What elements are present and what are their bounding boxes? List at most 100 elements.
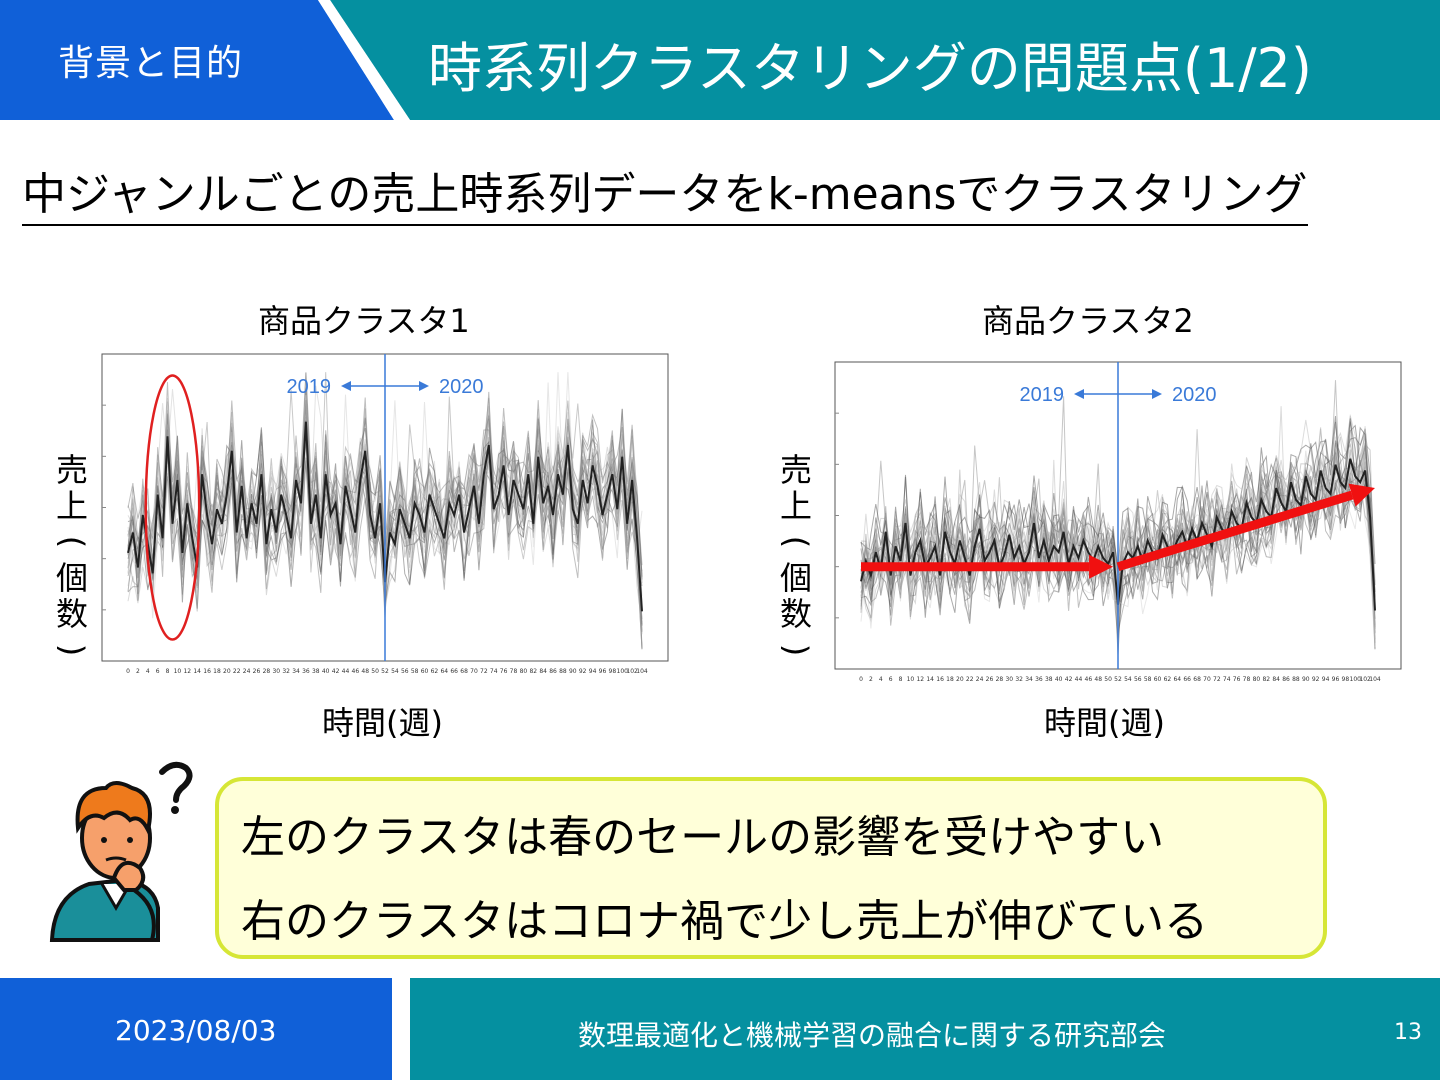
x-tick-label: 68 — [460, 668, 468, 675]
x-tick-label: 76 — [500, 668, 508, 675]
x-tick-label: 30 — [1005, 676, 1013, 683]
year-label-2020: 2020 — [439, 376, 484, 398]
x-tick-label: 72 — [480, 668, 488, 675]
x-tick-label: 34 — [292, 668, 300, 675]
year-arrow-left-head — [341, 381, 351, 391]
year-arrow-right-head — [1152, 389, 1162, 399]
chart2-plot: 0 2 4 6 8 10 12 14 16 18 20 22 24 26 28 30 32 34 36 38 40 42 4… — [834, 361, 1402, 683]
x-tick-label: 86 — [549, 668, 557, 675]
x-tick-label: 32 — [1015, 676, 1023, 683]
x-tick-label: 44 — [1075, 676, 1083, 683]
x-tick-label: 80 — [1253, 676, 1261, 683]
x-tick-label: 92 — [1312, 676, 1320, 683]
x-tick-label: 64 — [1173, 676, 1181, 683]
slide-subtitle: 中ジャンルごとの売上時系列データをk-meansでクラスタリング — [22, 168, 1308, 226]
x-tick-label: 98 — [1342, 676, 1350, 683]
x-tick-label: 70 — [470, 668, 478, 675]
x-tick-label: 14 — [926, 676, 934, 683]
x-tick-label: 12 — [916, 676, 924, 683]
callout-box: 左のクラスタは春のセールの影響を受けやすい 右のクラスタはコロナ禍で少し売上が伸… — [215, 777, 1327, 959]
x-tick-label: 4 — [146, 668, 150, 675]
footer-date: 2023/08/03 — [115, 1014, 277, 1047]
x-tick-label: 58 — [411, 668, 419, 675]
year-label-2019: 2019 — [287, 376, 332, 398]
callout-line-2: 右のクラスタはコロナ禍で少し売上が伸びている — [241, 896, 1209, 947]
x-tick-label: 28 — [996, 676, 1004, 683]
x-tick-label: 24 — [243, 668, 251, 675]
x-tick-label: 52 — [1114, 676, 1122, 683]
x-tick-label: 48 — [361, 668, 369, 675]
x-tick-label: 54 — [391, 668, 399, 675]
x-tick-label: 56 — [1134, 676, 1142, 683]
x-tick-label: 78 — [510, 668, 518, 675]
x-tick-label: 46 — [352, 668, 360, 675]
person-thinking-icon — [49, 761, 193, 942]
year-arrow-right-head — [419, 381, 429, 391]
x-tick-label: 82 — [529, 668, 537, 675]
x-tick-label: 64 — [440, 668, 448, 675]
x-tick-label: 32 — [282, 668, 290, 675]
chart2-title: 商品クラスタ2 — [982, 302, 1194, 340]
x-tick-label: 22 — [966, 676, 974, 683]
x-tick-label: 98 — [609, 668, 617, 675]
x-tick-label: 70 — [1203, 676, 1211, 683]
chart1-ylabel-char: ) — [53, 643, 91, 657]
x-tick-label: 104 — [1369, 676, 1381, 683]
year-label-2020: 2020 — [1172, 384, 1217, 406]
x-tick-label: 102 — [1359, 676, 1371, 683]
section-label: 背景と目的 — [58, 43, 244, 84]
footer-right-bar — [410, 978, 1440, 1080]
chart1-xlabel: 時間(週) — [322, 704, 443, 742]
chart2-ylabel-char: ) — [777, 643, 815, 657]
x-tick-label: 8 — [899, 676, 903, 683]
x-tick-label: 88 — [1292, 676, 1300, 683]
x-tick-label: 94 — [589, 668, 597, 675]
x-tick-label: 40 — [322, 668, 330, 675]
question-mark-icon — [159, 761, 193, 814]
chart1-ylabel-char: 上 — [55, 487, 88, 525]
chart2-ylabel-char: 売 — [779, 451, 812, 489]
x-tick-label: 78 — [1243, 676, 1251, 683]
x-tick-label: 84 — [1272, 676, 1280, 683]
x-tick-label: 6 — [889, 676, 893, 683]
chart2-ylabel-char: ( — [777, 535, 815, 549]
chart1-title: 商品クラスタ1 — [258, 302, 470, 340]
x-tick-label: 2 — [869, 676, 873, 683]
x-tick-label: 18 — [946, 676, 954, 683]
chart1-ylabel-char: ( — [53, 535, 91, 549]
chart2-ylabel-char: 個 — [779, 559, 812, 597]
highlight-ellipse — [144, 374, 201, 641]
x-tick-label: 48 — [1094, 676, 1102, 683]
chart1-plot: 0 2 4 6 8 10 12 14 16 18 20 22 24 26 28 30 32 34 36 38 40 42 4… — [101, 353, 669, 675]
x-tick-label: 94 — [1322, 676, 1330, 683]
x-tick-label: 62 — [431, 668, 439, 675]
x-tick-label: 4 — [879, 676, 883, 683]
x-tick-label: 104 — [636, 668, 648, 675]
x-tick-label: 50 — [371, 668, 379, 675]
x-tick-label: 76 — [1233, 676, 1241, 683]
x-tick-label: 82 — [1262, 676, 1270, 683]
x-tick-label: 34 — [1025, 676, 1033, 683]
x-tick-label: 40 — [1055, 676, 1063, 683]
x-tick-label: 86 — [1282, 676, 1290, 683]
chart2-ylabel-char: 上 — [779, 487, 812, 525]
header-bar — [0, 0, 1440, 120]
footer-left-bar — [0, 978, 392, 1080]
trend-arrow-head — [1089, 554, 1114, 579]
x-tick-label: 46 — [1085, 676, 1093, 683]
x-tick-label: 38 — [312, 668, 320, 675]
page-number: 13 — [1394, 1020, 1422, 1045]
trend-arrow-line — [1116, 490, 1354, 572]
x-tick-label: 66 — [450, 668, 458, 675]
x-tick-label: 16 — [936, 676, 944, 683]
x-tick-label: 58 — [1144, 676, 1152, 683]
x-tick-label: 0 — [859, 676, 863, 683]
x-tick-label: 2 — [136, 668, 140, 675]
x-tick-label: 20 — [223, 668, 231, 675]
x-tick-label: 14 — [193, 668, 201, 675]
x-tick-label: 72 — [1213, 676, 1221, 683]
x-tick-label: 16 — [203, 668, 211, 675]
x-tick-label: 10 — [907, 676, 915, 683]
x-tick-label: 60 — [1154, 676, 1162, 683]
chart2-xlabel: 時間(週) — [1044, 704, 1165, 742]
